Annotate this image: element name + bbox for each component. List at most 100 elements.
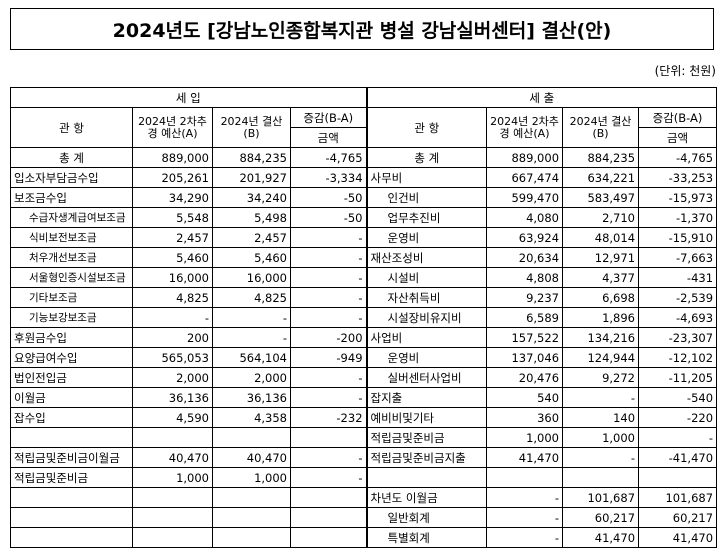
expense-value-cell: -1,370 [638,207,718,228]
income-value-cell: 34,290 [132,187,213,208]
expense-item-label: 총 계 [366,147,488,168]
income-value-cell: 36,136 [212,387,291,408]
income-item-label: 적립금및준비금이월금 [10,447,133,468]
expense-value-cell: 884,235 [562,147,640,168]
income-item-label: 이월금 [10,387,133,408]
income-value-cell [289,527,368,548]
income-value-cell: 4,825 [212,287,291,308]
income-item-label [10,527,133,548]
income-value-cell: 16,000 [212,267,291,288]
expense-item-label: 사업비 [366,327,488,348]
income-value-cell: 4,358 [212,407,291,428]
income-value-cell [212,507,291,528]
expense-item-label: 사무비 [366,167,488,188]
income-value-cell: - [289,287,368,308]
income-item-label: 적립금및준비금 [10,467,133,488]
expense-value-cell: 20,634 [486,247,564,268]
expense-value-cell: 9,272 [562,367,640,388]
table-row: 수급자생계급여보조금 5,548 5,498 -50 업무추진비 4,080 2,710 -1… [10,207,718,228]
income-value-cell: - [289,247,368,268]
table-row: 보조금수입 34,290 34,240 -50 인건비 599,470 583,497 -15… [10,187,718,208]
expense-value-cell: 1,896 [562,307,640,328]
expense-item-label: 인건비 [366,187,488,208]
expense-value-cell: 6,589 [486,307,564,328]
expense-value-cell: 889,000 [486,147,564,168]
expense-value-cell: -4,693 [638,307,718,328]
income-value-cell [212,527,291,548]
expense-value-cell: - [486,507,564,528]
income-item-label: 잡수입 [10,407,133,428]
expense-item-label: 시설비 [366,267,488,288]
expense-value-cell: 360 [486,407,564,428]
expense-item-label: 적립금및준비금 [366,427,488,448]
income-value-cell: - [289,267,368,288]
income-value-cell [212,427,291,448]
expense-value-cell: 134,216 [562,327,640,348]
table-row: 이월금 36,136 36,136- 잡지출 540- -540 [10,387,718,408]
expense-value-cell: 634,221 [562,167,640,188]
table-row: 식비보전보조금 2,457 2,457- 운영비 63,924 48,014 -15,910 [10,227,718,248]
expense-item-label: 적립금및준비금지출 [366,447,488,468]
expense-value-cell: -220 [638,407,718,428]
expense-value-cell: 12,971 [562,247,640,268]
expense-value-cell: 137,046 [486,347,564,368]
expense-budget-header: 2024년 2차추경 예산(A) [486,107,564,148]
income-value-cell: - [289,307,368,328]
expense-value-cell: 599,470 [486,187,564,208]
table-row: 법인전입금 2,000 2,000- 실버센터사업비 20,476 9,272 -11,20… [10,367,718,388]
income-item-label: 입소자부담금수입 [10,167,133,188]
table-row: 일반회계 -60,217 60,217 [10,507,718,528]
table-row: 특별회계 -41,470 41,470 [10,527,718,548]
income-item-label: 서울형인증시설보조금 [10,267,133,288]
expense-value-cell: - [562,387,640,408]
expense-value-cell: 48,014 [562,227,640,248]
table-row: 적립금및준비금 1,000 1,000- [10,427,718,448]
income-value-cell: 5,548 [132,207,213,228]
income-value-cell [132,507,213,528]
expense-item-label: 운영비 [366,227,488,248]
income-value-cell: 40,470 [212,447,291,468]
income-item-label: 후원금수입 [10,327,133,348]
table-row: 요양급여수입 565,053 564,104 -949 운영비 137,046 124,94… [10,347,718,368]
expense-value-cell: -15,910 [638,227,718,248]
expense-item-label: 자산취득비 [366,287,488,308]
expense-item-label: 실버센터사업비 [366,367,488,388]
income-value-cell: 889,000 [132,147,213,168]
expense-value-cell: 20,476 [486,367,564,388]
expense-value-cell: 60,217 [562,507,640,528]
income-value-cell: - [289,367,368,388]
expense-value-cell: 1,000 [562,427,640,448]
expense-settle-header: 2024년 결산(B) [562,107,640,148]
income-item-label [10,487,133,508]
expense-item-label: 재산조성비 [366,247,488,268]
income-value-cell: -50 [289,207,368,228]
expense-value-cell: 124,944 [562,347,640,368]
income-value-cell: 40,470 [132,447,213,468]
table-row: 적립금및준비금이월금 40,470 40,470- 적립금및준비금지출 41,470- -… [10,447,718,468]
income-item-label [10,427,133,448]
income-header: 세 입 [9,87,368,108]
expense-value-cell: -431 [638,267,718,288]
income-value-cell: 4,825 [132,287,213,308]
expense-value-cell: 157,522 [486,327,564,348]
table-row: 총 계 889,000 884,235 -4,765 총 계 889,000 884,235… [10,147,718,168]
income-value-cell: - [212,327,291,348]
income-item-label: 요양급여수입 [10,347,133,368]
expense-value-cell [562,467,640,488]
income-value-cell: -949 [289,347,368,368]
income-item-label: 기타보조금 [10,287,133,308]
income-value-cell: 884,235 [212,147,291,168]
unit-label: (단위: 천원) [654,64,716,78]
income-kwanhang-header: 관 항 [10,107,133,148]
income-value-cell: 201,927 [212,167,291,188]
income-value-cell: 5,460 [132,247,213,268]
expense-item-label: 업무추진비 [366,207,488,228]
table-row: 후원금수입 200- -200 사업비 157,522 134,216 -23,307 [10,327,718,348]
income-value-cell [132,487,213,508]
expense-value-cell: -4,765 [638,147,718,168]
income-value-cell: 34,240 [212,187,291,208]
expense-value-cell: 9,237 [486,287,564,308]
income-item-label: 수급자생계급여보조금 [10,207,133,228]
income-value-cell: - [289,227,368,248]
expense-value-cell: -11,205 [638,367,718,388]
